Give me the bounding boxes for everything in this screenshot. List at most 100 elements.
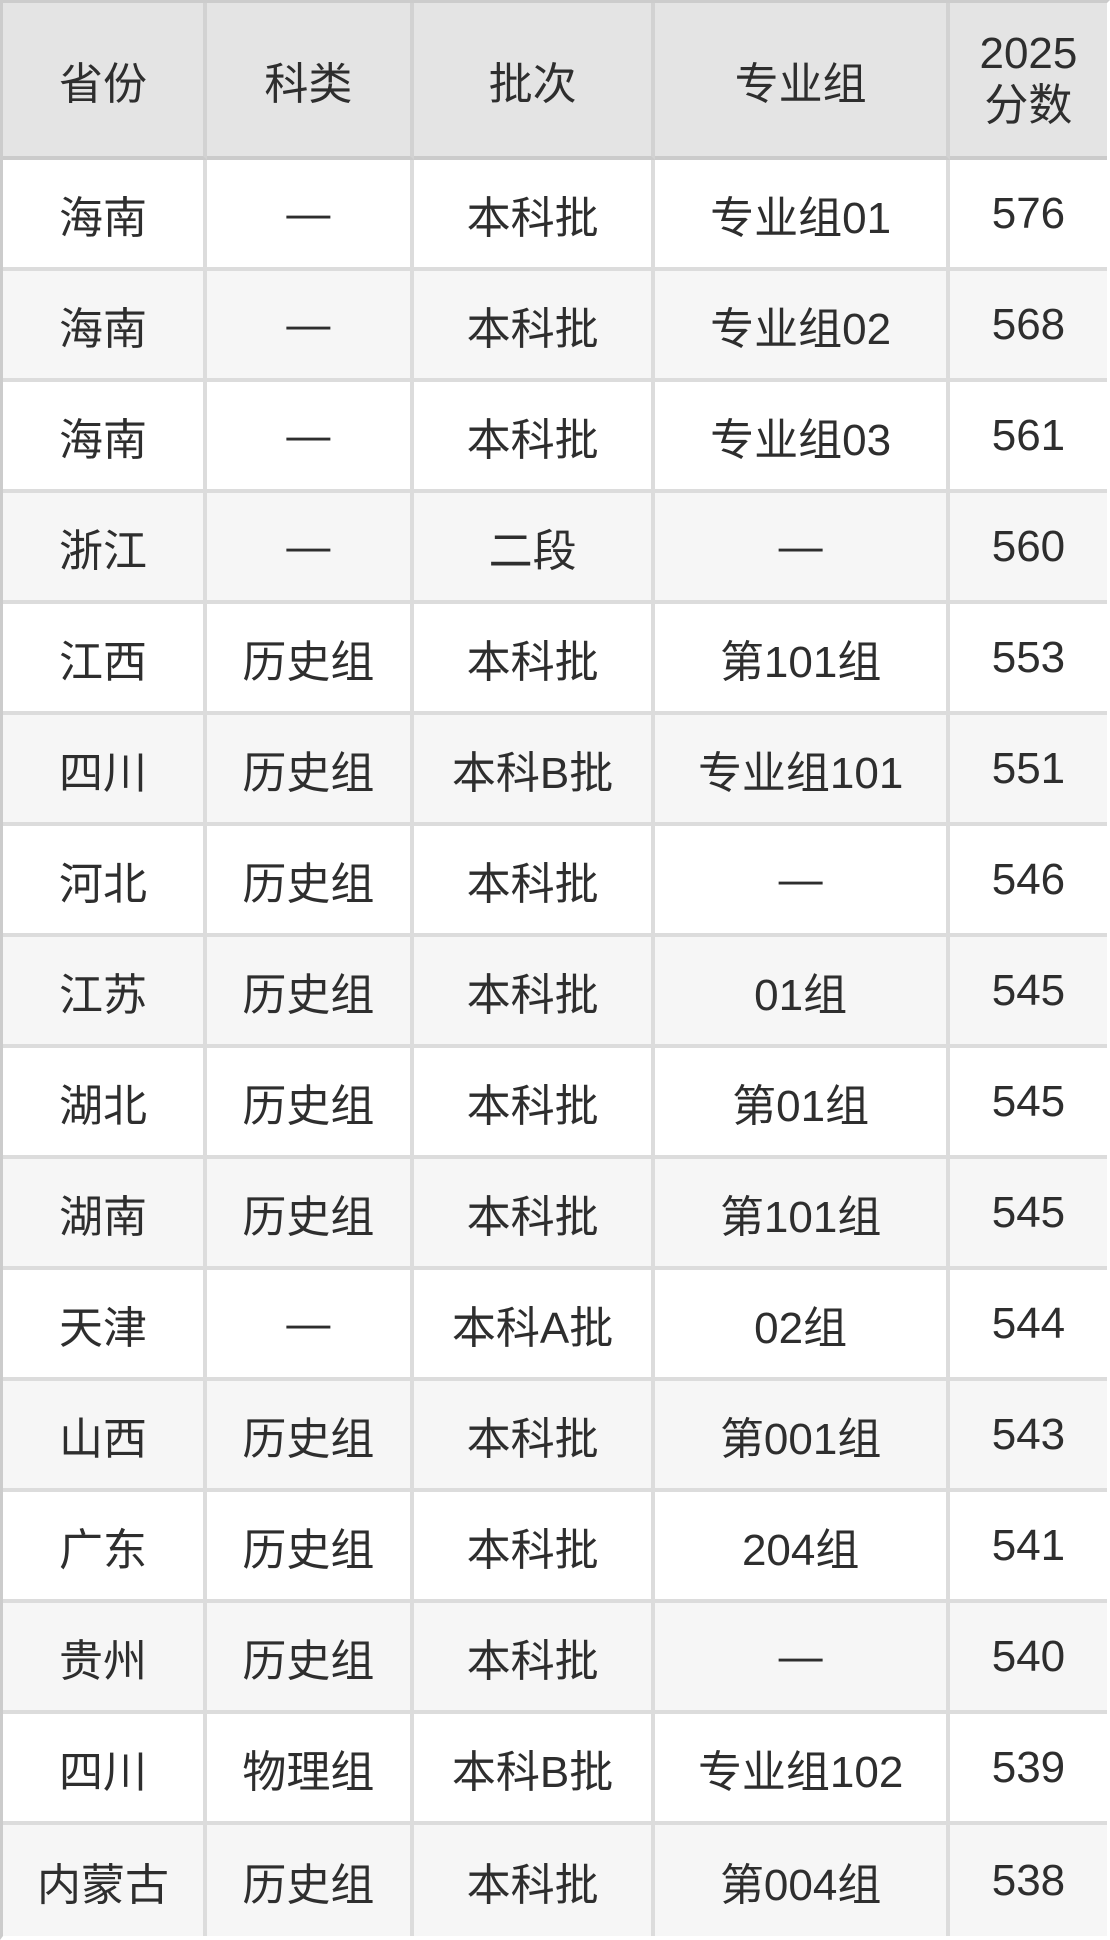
cell-group: 专业组02: [655, 271, 950, 382]
cell-batch: 本科批: [413, 937, 656, 1048]
cell-score: 541: [949, 1492, 1107, 1603]
cell-province: 湖北: [3, 1048, 207, 1159]
column-header-group: 专业组: [655, 3, 950, 160]
cell-province: 海南: [3, 382, 207, 493]
column-header-score: 2025 分数: [949, 3, 1107, 160]
cell-category: 历史组: [206, 715, 414, 826]
cell-batch: 本科批: [413, 826, 656, 937]
cell-group: 02组: [655, 1270, 950, 1381]
cell-score: 543: [949, 1381, 1107, 1492]
cell-category: —: [206, 271, 414, 382]
cell-province: 山西: [3, 1381, 207, 1492]
table-row: 江西 历史组 本科批 第101组 553: [3, 604, 1107, 715]
column-header-batch: 批次: [413, 3, 656, 160]
cell-category: 历史组: [206, 1048, 414, 1159]
cell-category: —: [206, 382, 414, 493]
cell-score: 553: [949, 604, 1107, 715]
cell-group: 204组: [655, 1492, 950, 1603]
cell-score: 539: [949, 1714, 1107, 1825]
cell-category: —: [206, 160, 414, 271]
cell-group: 专业组03: [655, 382, 950, 493]
table-row: 天津 — 本科A批 02组 544: [3, 1270, 1107, 1381]
cell-category: —: [206, 1270, 414, 1381]
cell-group: —: [655, 1603, 950, 1714]
cell-group: —: [655, 493, 950, 604]
cell-score: 544: [949, 1270, 1107, 1381]
table-row: 贵州 历史组 本科批 — 540: [3, 1603, 1107, 1714]
cell-group: 第01组: [655, 1048, 950, 1159]
admission-score-table: 省份 科类 批次 专业组 2025 分数 海南 — 本科批 专业组01 576 …: [3, 3, 1107, 1936]
cell-batch: 二段: [413, 493, 656, 604]
cell-batch: 本科批: [413, 1603, 656, 1714]
cell-score: 561: [949, 382, 1107, 493]
cell-group: 01组: [655, 937, 950, 1048]
cell-group: 第101组: [655, 1159, 950, 1270]
cell-batch: 本科B批: [413, 715, 656, 826]
table-row: 江苏 历史组 本科批 01组 545: [3, 937, 1107, 1048]
table-row: 浙江 — 二段 — 560: [3, 493, 1107, 604]
cell-group: 专业组01: [655, 160, 950, 271]
cell-province: 四川: [3, 715, 207, 826]
column-header-score-label: 分数: [984, 80, 1073, 130]
cell-province: 河北: [3, 826, 207, 937]
cell-batch: 本科A批: [413, 1270, 656, 1381]
table-row: 四川 物理组 本科B批 专业组102 539: [3, 1714, 1107, 1825]
cell-group: 专业组102: [655, 1714, 950, 1825]
cell-group: 第004组: [655, 1825, 950, 1936]
cell-score: 545: [949, 1159, 1107, 1270]
table-row: 海南 — 本科批 专业组01 576: [3, 160, 1107, 271]
table-row: 山西 历史组 本科批 第001组 543: [3, 1381, 1107, 1492]
cell-category: 历史组: [206, 826, 414, 937]
cell-category: 历史组: [206, 1825, 414, 1936]
cell-province: 江西: [3, 604, 207, 715]
header-row: 省份 科类 批次 专业组 2025 分数: [3, 3, 1107, 160]
cell-batch: 本科B批: [413, 1714, 656, 1825]
cell-category: 历史组: [206, 1381, 414, 1492]
table-row: 四川 历史组 本科B批 专业组101 551: [3, 715, 1107, 826]
cell-score: 560: [949, 493, 1107, 604]
table-row: 湖北 历史组 本科批 第01组 545: [3, 1048, 1107, 1159]
cell-score: 538: [949, 1825, 1107, 1936]
cell-group: —: [655, 826, 950, 937]
cell-province: 贵州: [3, 1603, 207, 1714]
cell-batch: 本科批: [413, 1492, 656, 1603]
cell-batch: 本科批: [413, 382, 656, 493]
table-row: 海南 — 本科批 专业组02 568: [3, 271, 1107, 382]
cell-score: 576: [949, 160, 1107, 271]
cell-batch: 本科批: [413, 604, 656, 715]
table-row: 广东 历史组 本科批 204组 541: [3, 1492, 1107, 1603]
cell-batch: 本科批: [413, 1381, 656, 1492]
cell-batch: 本科批: [413, 160, 656, 271]
column-header-province: 省份: [3, 3, 207, 160]
cell-category: 历史组: [206, 1603, 414, 1714]
table-row: 湖南 历史组 本科批 第101组 545: [3, 1159, 1107, 1270]
table-row: 海南 — 本科批 专业组03 561: [3, 382, 1107, 493]
cell-group: 第001组: [655, 1381, 950, 1492]
cell-province: 四川: [3, 1714, 207, 1825]
cell-province: 广东: [3, 1492, 207, 1603]
cell-score: 545: [949, 1048, 1107, 1159]
cell-category: 历史组: [206, 1159, 414, 1270]
cell-batch: 本科批: [413, 1048, 656, 1159]
cell-batch: 本科批: [413, 271, 656, 382]
cell-batch: 本科批: [413, 1825, 656, 1936]
cell-score: 545: [949, 937, 1107, 1048]
cell-province: 天津: [3, 1270, 207, 1381]
column-header-category: 科类: [206, 3, 414, 160]
table-row: 河北 历史组 本科批 — 546: [3, 826, 1107, 937]
cell-group: 专业组101: [655, 715, 950, 826]
cell-province: 江苏: [3, 937, 207, 1048]
cell-group: 第101组: [655, 604, 950, 715]
cell-score: 546: [949, 826, 1107, 937]
cell-score: 540: [949, 1603, 1107, 1714]
cell-category: —: [206, 493, 414, 604]
cell-province: 浙江: [3, 493, 207, 604]
cell-category: 历史组: [206, 937, 414, 1048]
cell-category: 历史组: [206, 604, 414, 715]
cell-category: 物理组: [206, 1714, 414, 1825]
column-header-score-year: 2025: [979, 28, 1078, 78]
cell-province: 海南: [3, 271, 207, 382]
cell-score: 551: [949, 715, 1107, 826]
cell-province: 湖南: [3, 1159, 207, 1270]
